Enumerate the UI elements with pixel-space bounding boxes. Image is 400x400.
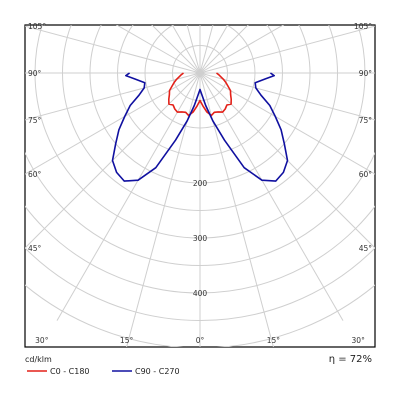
angle-label-left: 90°: [28, 69, 42, 78]
angle-label-right: 90°: [359, 69, 373, 78]
intensity-curves: [111, 72, 289, 182]
efficiency-label: η = 72%: [329, 354, 372, 365]
grid-spoke: [199, 25, 229, 74]
grid-spoke: [199, 25, 375, 74]
grid-spoke: [199, 72, 375, 249]
angle-label-bottom: 15°: [120, 336, 134, 345]
grid-spoke: [25, 72, 201, 175]
grid-spoke: [56, 72, 201, 321]
grid-spoke: [199, 72, 344, 321]
legend-label-c0-c180: C0 - C180: [50, 367, 90, 376]
angle-label-left: 75°: [28, 116, 42, 125]
angle-label-bottom: 30°: [35, 336, 49, 345]
angle-label-right: 45°: [359, 244, 373, 253]
radial-tick-label: 400: [193, 289, 208, 298]
grid-spoke: [199, 72, 375, 175]
angle-label-right: 75°: [359, 116, 373, 125]
angle-label-bottom: 30°: [352, 336, 366, 345]
angle-label-left: 60°: [28, 170, 42, 179]
angle-label-right: 105°: [354, 22, 372, 31]
angle-label-left: 105°: [28, 22, 46, 31]
angle-label-bottom: 15°: [267, 336, 281, 345]
grid-spoke: [199, 25, 285, 74]
radial-tick-label: 200: [193, 179, 208, 188]
grid-spoke: [115, 25, 201, 74]
grid-spoke: [25, 25, 201, 74]
grid-spoke: [25, 72, 201, 249]
series-curve-c90-c270: [111, 72, 289, 182]
angle-label-left: 45°: [28, 244, 42, 253]
angle-label-bottom: 0°: [196, 336, 205, 345]
polar-grid: [25, 25, 375, 347]
series-curve-c0-c180: [168, 72, 232, 117]
grid-spoke: [171, 25, 201, 74]
angle-labels: 200 300 400 105° 105° 90° 90° 75° 75° 60° 60° 45° 45…: [28, 22, 372, 345]
grid-spoke: [186, 25, 201, 74]
grid-spoke: [151, 25, 201, 74]
grid-spoke: [199, 72, 375, 121]
grid-spoke: [199, 25, 214, 74]
angle-label-right: 60°: [359, 170, 373, 179]
grid-spoke: [25, 72, 201, 121]
grid-spoke: [199, 25, 249, 74]
unit-label: cd/klm: [25, 355, 52, 364]
legend-label-c90-c270: C90 - C270: [135, 367, 180, 376]
chart-footer: cd/klm η = 72% C0 - C180 C90 - C270: [25, 354, 372, 376]
radial-tick-label: 300: [193, 234, 208, 243]
